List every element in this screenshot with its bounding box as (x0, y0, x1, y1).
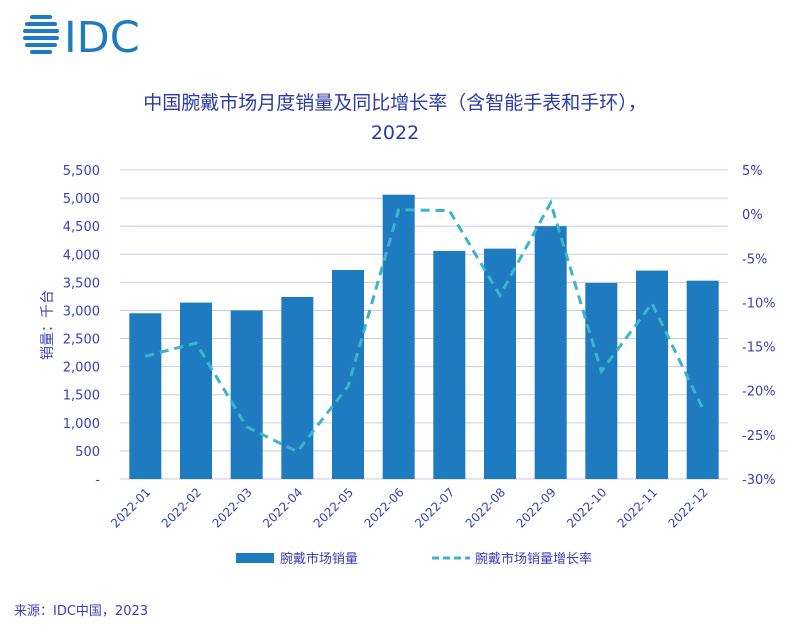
legend: 腕戴市场销量 腕戴市场销量增长率 (236, 551, 592, 567)
x-tick-label: 2022-11 (615, 485, 660, 530)
legend-bar-swatch (236, 553, 274, 563)
title-line-2: 2022 (370, 122, 420, 144)
right-tick-label: -20% (742, 385, 776, 400)
chart-area: - 500 1,000 1,500 2,000 2,500 3,000 3,500 4,000 4… (40, 164, 776, 567)
right-tick-label: -10% (742, 296, 776, 311)
left-tick-label: 5,500 (63, 164, 100, 179)
right-tick-label: -15% (742, 341, 776, 356)
left-tick-label: 2,000 (63, 361, 100, 376)
bar (332, 270, 364, 479)
left-tick-label: 4,000 (63, 248, 100, 263)
right-tick-label: 5% (742, 164, 763, 179)
bar (180, 302, 212, 479)
left-tick-label: 2,500 (63, 333, 100, 348)
left-tick-label: 1,000 (63, 417, 100, 432)
bar (484, 248, 516, 479)
left-tick-label: - (95, 473, 100, 488)
bar (281, 296, 314, 479)
x-tick-label: 2022-01 (108, 485, 153, 530)
legend-bar-label: 腕戴市场销量 (280, 551, 358, 567)
left-tick-label: 3,500 (63, 276, 100, 291)
bar (534, 226, 567, 479)
y-axis-label: 销量：千台 (40, 290, 56, 360)
right-tick-label: 0% (742, 208, 763, 223)
x-tick-label: 2022-02 (159, 485, 204, 530)
right-tick-label: -5% (742, 252, 767, 267)
left-tick-label: 1,500 (63, 389, 100, 404)
x-tick-label: 2022-09 (513, 485, 558, 530)
legend-line-label: 腕戴市场销量增长率 (475, 551, 592, 567)
bar (585, 282, 618, 479)
left-tick-label: 500 (75, 445, 100, 460)
left-tick-label: 4,500 (63, 220, 100, 235)
x-tick-label: 2022-08 (463, 485, 508, 530)
x-tick-label: 2022-03 (209, 485, 254, 530)
x-tick-label: 2022-05 (311, 485, 356, 530)
bar (129, 313, 162, 479)
title-line-1: 中国腕戴市场月度销量及同比增长率（含智能手表和手环）， (143, 92, 647, 114)
right-tick-label: -25% (742, 429, 776, 444)
x-tick-label: 2022-07 (412, 485, 457, 530)
bar (382, 194, 415, 479)
bar (686, 280, 719, 479)
chart-title: 中国腕戴市场月度销量及同比增长率（含智能手表和手环）， 2022 (0, 88, 790, 148)
x-tick-label: 2022-06 (361, 485, 406, 530)
bar (230, 310, 263, 479)
source-note: 来源：IDC中国，2023 (14, 604, 149, 619)
idc-logo: IDC (23, 13, 140, 56)
bar (433, 250, 466, 479)
svg-text:IDC: IDC (64, 13, 140, 56)
growth-rate-line (144, 198, 705, 454)
left-tick-label: 5,000 (63, 192, 100, 207)
bar (636, 270, 668, 479)
right-tick-label: -30% (742, 473, 776, 488)
left-tick-label: 3,000 (63, 304, 100, 319)
x-tick-label: 2022-10 (564, 485, 609, 530)
x-tick-label: 2022-12 (665, 485, 710, 530)
x-tick-label: 2022-04 (260, 485, 305, 530)
